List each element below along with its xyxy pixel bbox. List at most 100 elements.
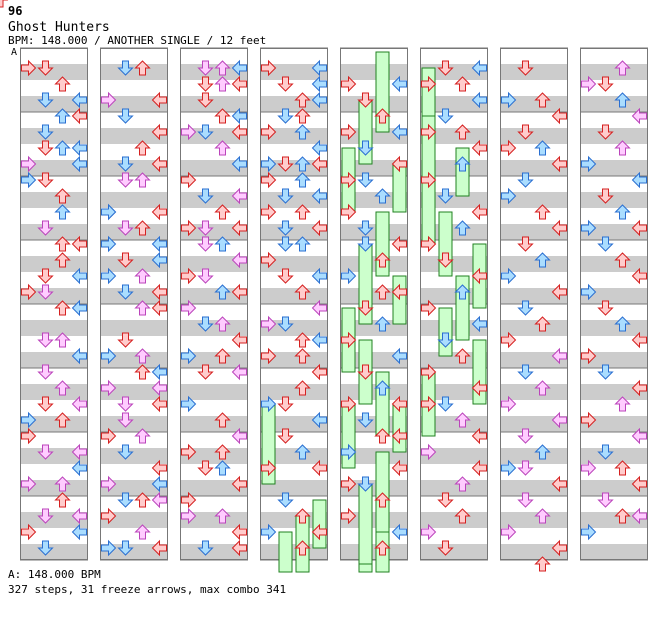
arrow-right (151, 203, 167, 221)
arrow-left (261, 459, 277, 477)
arrow-up (614, 140, 631, 156)
arrow-up (534, 204, 551, 220)
arrow-up (134, 300, 151, 316)
beat-stripe (260, 160, 328, 176)
arrow-left (21, 475, 37, 493)
arrow-right (631, 219, 647, 237)
beat-stripe (500, 448, 568, 464)
arrow-right (71, 139, 87, 157)
arrow-left (21, 427, 37, 445)
arrow-right (391, 459, 407, 477)
beat-stripe (340, 80, 408, 96)
arrow-down (277, 316, 294, 332)
arrow-up (214, 284, 231, 300)
arrow-right (71, 299, 87, 317)
arrow-up (454, 156, 471, 172)
beat-stripe (260, 512, 328, 528)
arrow-left (581, 155, 597, 173)
beat-stripe (500, 128, 568, 144)
beat-stripe (500, 240, 568, 256)
arrow-up (374, 316, 391, 332)
column-border (420, 48, 488, 560)
arrow-left (501, 331, 517, 349)
arrow-right (311, 299, 327, 317)
beat-stripe (260, 336, 328, 352)
arrow-up (54, 300, 71, 316)
arrow-right (231, 331, 247, 349)
arrow-left (181, 395, 197, 413)
freeze-arrow (375, 451, 390, 533)
beat-stripe (20, 320, 88, 336)
arrow-down (437, 108, 454, 124)
arrow-up (534, 140, 551, 156)
column-border (580, 48, 648, 560)
beat-stripe (420, 352, 488, 368)
arrow-left (261, 59, 277, 77)
beat-stripe (500, 112, 568, 128)
beat-stripe (500, 96, 568, 112)
arrow-down (517, 172, 534, 188)
beat-stripe (420, 192, 488, 208)
arrow-down (277, 188, 294, 204)
beat-stripe (340, 160, 408, 176)
beat-stripe (20, 336, 88, 352)
arrow-right (151, 379, 167, 397)
arrow-down (437, 60, 454, 76)
arrow-down (37, 92, 54, 108)
beat-stripe (580, 112, 648, 128)
beat-stripe (100, 352, 168, 368)
beat-stripe (180, 288, 248, 304)
arrow-left (341, 75, 357, 93)
arrow-down (597, 300, 614, 316)
arrow-right (231, 187, 247, 205)
arrow-down (37, 172, 54, 188)
arrow-down (37, 396, 54, 412)
arrow-left (101, 539, 117, 557)
beat-stripe (180, 64, 248, 80)
arrow-right (551, 539, 567, 557)
arrow-up (534, 380, 551, 396)
arrow-right (391, 427, 407, 445)
beat-stripe (260, 112, 328, 128)
beat-stripe (260, 400, 328, 416)
beat-stripe (500, 464, 568, 480)
beat-stripe (100, 368, 168, 384)
arrow-up (134, 268, 151, 284)
arrow-up (134, 348, 151, 364)
arrow-up (614, 204, 631, 220)
arrow-down (37, 444, 54, 460)
beat-stripe (580, 64, 648, 80)
arrow-left (181, 443, 197, 461)
step-statistics: 327 steps, 31 freeze arrows, max combo 3… (8, 583, 287, 596)
beat-stripe (580, 496, 648, 512)
beat-stripe (340, 400, 408, 416)
arrow-down (197, 76, 214, 92)
column-border (260, 48, 328, 560)
arrow-down (357, 300, 374, 316)
arrow-left (261, 523, 277, 541)
beat-stripe (260, 240, 328, 256)
beat-stripe (420, 176, 488, 192)
arrow-down (197, 60, 214, 76)
beat-stripe (260, 320, 328, 336)
arrow-right (471, 315, 487, 333)
arrow-up (214, 108, 231, 124)
arrow-down (437, 332, 454, 348)
beat-stripe (500, 400, 568, 416)
arrow-down (277, 220, 294, 236)
beat-stripe (580, 512, 648, 528)
arrow-down (37, 284, 54, 300)
arrow-right (231, 59, 247, 77)
arrow-left (181, 299, 197, 317)
arrow-left (101, 235, 117, 253)
beat-stripe (20, 272, 88, 288)
arrow-down (597, 124, 614, 140)
arrow-down (357, 412, 374, 428)
arrow-right (151, 123, 167, 141)
arrow-left (21, 283, 37, 301)
beat-stripe (180, 432, 248, 448)
beat-stripe (100, 240, 168, 256)
beat-stripe (100, 512, 168, 528)
arrow-up (54, 380, 71, 396)
arrow-right (151, 235, 167, 253)
